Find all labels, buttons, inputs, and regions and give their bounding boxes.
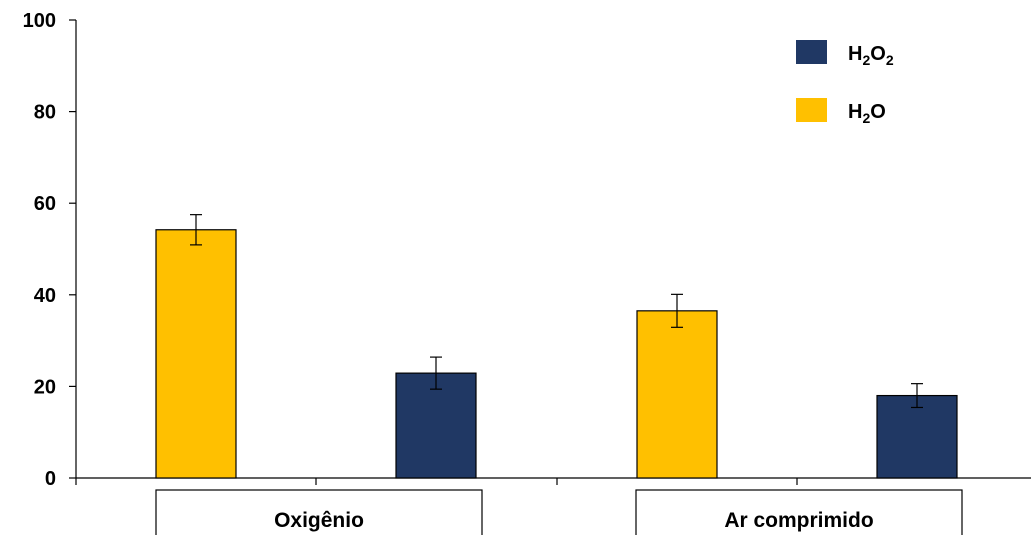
legend-swatch — [796, 40, 827, 64]
bar — [155, 229, 237, 479]
category-labels: Oxigênio Ar comprimido — [155, 489, 963, 535]
category-label: Oxigênio — [274, 509, 364, 532]
y-tick-label: 20 — [34, 376, 56, 398]
bar — [636, 310, 718, 479]
legend-label-tail: O — [870, 43, 886, 65]
y-tick-label: 0 — [45, 468, 56, 490]
category-label-box — [635, 489, 963, 535]
legend-label-subscript: 2 — [862, 110, 870, 126]
legend-swatch — [796, 98, 827, 122]
legend-label: H2O2 — [848, 43, 894, 68]
x-ticks — [75, 478, 798, 485]
y-ticks: 0 20 40 60 80 100 — [23, 10, 76, 490]
legend-label-base: H — [848, 101, 862, 123]
legend-label-subscript: 2 — [886, 52, 894, 68]
y-tick-label: 80 — [34, 102, 56, 124]
y-tick-label: 60 — [34, 193, 56, 215]
bar — [395, 372, 477, 479]
error-bars — [190, 214, 923, 409]
legend-label-base: H — [848, 43, 862, 65]
legend-label-subscript: 2 — [862, 52, 870, 68]
category-label-box — [155, 489, 483, 535]
y-tick-label: 40 — [34, 285, 56, 307]
legend-label: H2O — [848, 101, 886, 126]
x-axis — [75, 477, 1031, 485]
category-label: Ar comprimido — [724, 509, 873, 532]
y-tick-label: 100 — [23, 10, 56, 32]
y-axis: 0 20 40 60 80 100 — [23, 10, 77, 490]
legend-label-tail: O — [870, 101, 886, 123]
bars — [155, 229, 958, 479]
